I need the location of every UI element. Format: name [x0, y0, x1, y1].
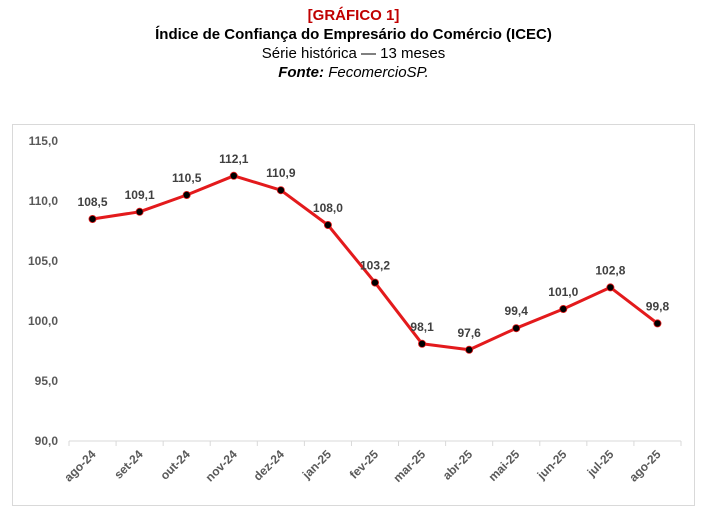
x-tick-label: jan-25 — [299, 447, 334, 482]
source-line: Fonte: FecomercioSP. — [0, 63, 707, 82]
x-tick-label: mai-25 — [486, 447, 523, 484]
data-point — [135, 207, 144, 216]
data-label: 101,0 — [548, 285, 578, 299]
data-label: 102,8 — [595, 263, 625, 277]
x-tick-label: nov-24 — [203, 447, 240, 484]
figure-label: [GRÁFICO 1] — [307, 7, 400, 24]
data-label: 112,1 — [219, 152, 249, 166]
chart-frame: 90,0 95,0 100,0 105,0 110,0 115,0 ago-24 set-24… — [12, 124, 695, 506]
data-point — [418, 339, 427, 348]
data-label: 99,4 — [505, 304, 529, 318]
chart-header: [GRÁFICO 1] Índice de Confiança do Empre… — [0, 6, 707, 82]
y-tick-label: 115,0 — [29, 134, 59, 148]
data-point — [512, 324, 521, 333]
source-prefix: Fonte: — [278, 64, 325, 81]
data-label: 98,1 — [410, 320, 434, 334]
data-point — [323, 221, 332, 230]
x-tick-label: out-24 — [157, 447, 193, 483]
data-point — [182, 191, 191, 200]
line-chart: 90,0 95,0 100,0 105,0 110,0 115,0 ago-24 set-24… — [28, 134, 682, 485]
x-tick-label: jun-25 — [534, 447, 570, 483]
chart-title: Índice de Confiança do Empresário do Com… — [155, 26, 552, 43]
chart-subtitle: Série histórica — 13 meses — [261, 45, 446, 62]
y-tick-label: 105,0 — [28, 254, 58, 268]
data-point — [465, 345, 474, 354]
data-label: 110,5 — [172, 171, 202, 185]
data-point — [370, 278, 379, 287]
data-label: 109,1 — [125, 188, 155, 202]
data-label: 110,9 — [266, 166, 296, 180]
data-label: 108,5 — [78, 195, 108, 209]
data-point — [606, 283, 615, 292]
data-label: 103,2 — [360, 259, 390, 273]
y-tick-label: 100,0 — [28, 314, 58, 328]
x-tick-label: abr-25 — [440, 447, 476, 483]
data-label: 108,0 — [313, 201, 343, 215]
y-tick-label: 90,0 — [35, 434, 59, 448]
x-tick-label: set-24 — [111, 447, 146, 482]
data-point — [229, 171, 238, 180]
source-name: FecomercioSP. — [328, 64, 429, 81]
y-tick-label: 110,0 — [29, 194, 59, 208]
data-point — [276, 186, 285, 195]
data-label: 99,8 — [646, 299, 670, 313]
data-point — [88, 215, 97, 224]
x-tick-label: ago-25 — [626, 447, 663, 484]
x-tick-label: jul-25 — [584, 447, 617, 480]
x-tick-label: dez-24 — [251, 447, 288, 484]
x-tick-label: ago-24 — [61, 447, 98, 484]
x-tick-label: fev-25 — [347, 447, 382, 482]
x-tick-label: mar-25 — [390, 447, 428, 485]
data-label: 97,6 — [457, 326, 481, 340]
y-tick-label: 95,0 — [35, 374, 59, 388]
data-point — [559, 304, 568, 313]
data-point — [653, 319, 662, 328]
